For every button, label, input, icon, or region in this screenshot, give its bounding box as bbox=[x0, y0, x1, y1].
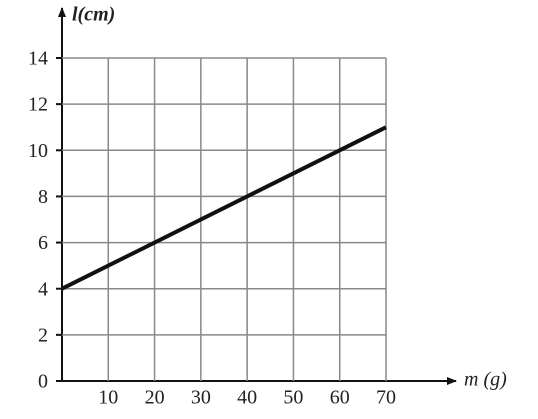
y-tick-label: 10 bbox=[28, 140, 48, 162]
y-axis-label: l(cm) bbox=[72, 4, 115, 26]
y-tick-label: 6 bbox=[38, 232, 48, 254]
x-tick-label: 50 bbox=[283, 387, 303, 409]
y-tick-label: 12 bbox=[28, 94, 48, 116]
y-tick-label: 4 bbox=[38, 278, 48, 300]
x-tick-label: 70 bbox=[376, 387, 396, 409]
line bbox=[61, 125, 387, 291]
y-tick-label: 2 bbox=[38, 324, 48, 346]
x-tick-label: 20 bbox=[145, 387, 165, 409]
x-tick-label: 60 bbox=[330, 387, 350, 409]
y-tick-label: 8 bbox=[38, 186, 48, 208]
x-tick-label: 10 bbox=[98, 387, 118, 409]
x-axis-label: m (g) bbox=[464, 369, 507, 391]
x-tick-label: 30 bbox=[191, 387, 211, 409]
y-tick-label: 14 bbox=[28, 48, 48, 70]
y-tick-label: 0 bbox=[38, 371, 48, 393]
x-tick-label: 40 bbox=[237, 387, 257, 409]
